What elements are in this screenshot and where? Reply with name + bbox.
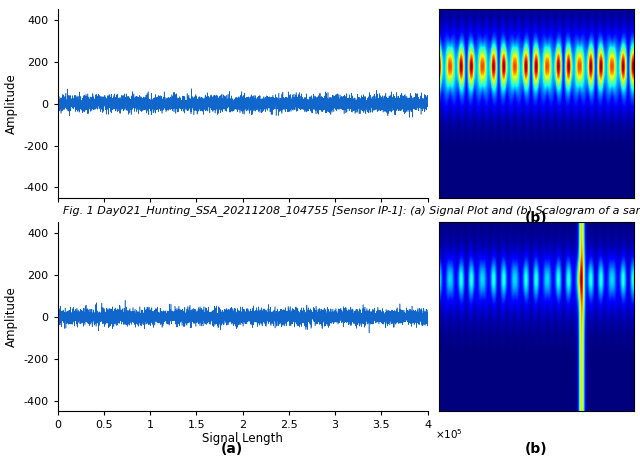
Text: (a): (a) [220, 441, 243, 456]
Y-axis label: Amplitude: Amplitude [5, 73, 18, 134]
Text: (b): (b) [525, 441, 548, 456]
Text: (b): (b) [525, 211, 548, 225]
X-axis label: Signal Length: Signal Length [202, 432, 283, 445]
Y-axis label: Amplitude: Amplitude [5, 287, 18, 347]
Text: Fig. 1 Day021_Hunting_SSA_20211208_104755 [Sensor IP-1]: (a) Signal Plot and (b): Fig. 1 Day021_Hunting_SSA_20211208_10475… [63, 205, 640, 216]
Text: $\times10^5$: $\times10^5$ [435, 427, 463, 441]
